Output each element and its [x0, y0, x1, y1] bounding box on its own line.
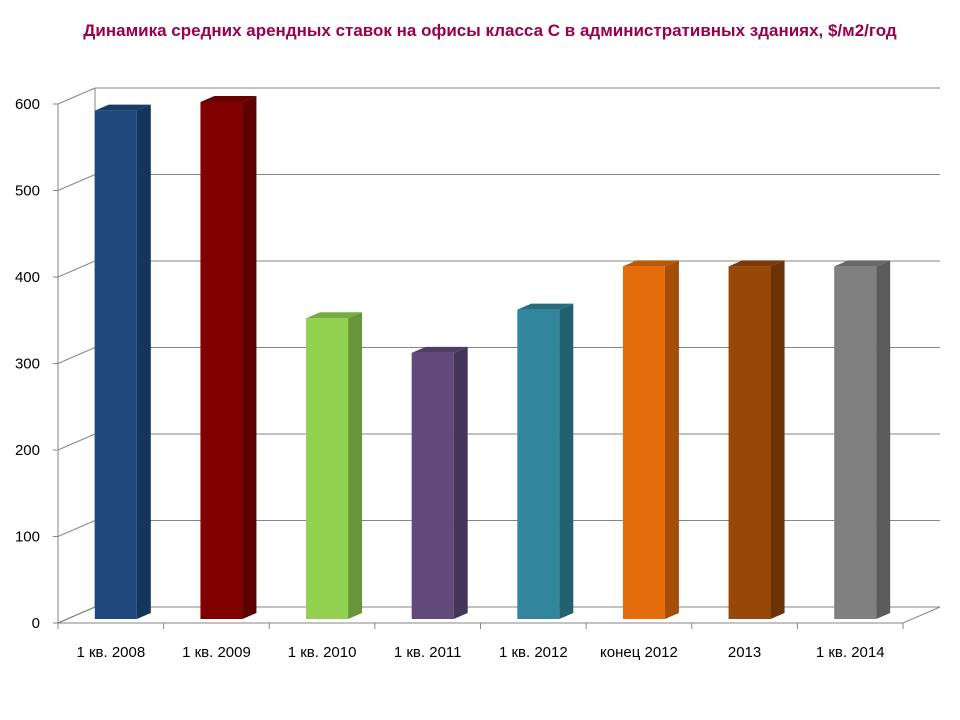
bar-group	[517, 303, 574, 619]
y-tick-label: 100	[15, 529, 40, 546]
x-tick-label: 1 кв. 2010	[288, 644, 357, 661]
bar-side	[348, 312, 363, 619]
bar-top	[834, 260, 891, 267]
bar-top	[622, 260, 679, 267]
y-tick-label: 0	[32, 615, 40, 632]
chart-floor	[57, 606, 941, 624]
bar	[622, 266, 665, 619]
gridline-side	[57, 87, 96, 105]
x-tick-label: 1 кв. 2014	[816, 644, 885, 661]
bar-side	[664, 260, 679, 619]
x-tick-label: 1 кв. 2012	[499, 644, 568, 661]
bar-top	[517, 303, 574, 310]
bar	[306, 318, 349, 619]
bars	[94, 96, 891, 620]
bar-group	[834, 260, 891, 619]
bar	[200, 102, 243, 619]
bar-side	[876, 260, 891, 619]
bar-group	[200, 96, 257, 619]
bar-side	[242, 96, 257, 619]
bar-top	[94, 104, 151, 111]
gridline-side	[57, 520, 96, 537]
x-tick-label: 1 кв. 2008	[76, 644, 145, 661]
bar-group	[622, 260, 679, 619]
x-tick-label: конец 2012	[600, 644, 678, 661]
y-tick-label: 600	[15, 96, 40, 113]
x-tick-label: 1 кв. 2009	[182, 644, 251, 661]
gridline-side	[57, 433, 96, 451]
x-axis: 1 кв. 2008 1 кв. 2009 1 кв. 2010 1 кв. 2011…	[57, 622, 904, 661]
y-tick-label: 500	[15, 183, 40, 200]
bar-side	[136, 104, 151, 619]
bar-side	[453, 346, 468, 619]
y-tick-label: 400	[15, 269, 40, 286]
bar-group	[306, 312, 363, 619]
bar-top	[411, 346, 468, 353]
gridline-side	[57, 347, 96, 364]
bar-side	[770, 260, 785, 619]
bar-group	[728, 260, 785, 619]
bar-top	[728, 260, 785, 267]
gridline-side	[57, 174, 96, 191]
bar	[728, 266, 771, 619]
y-axis: 0 100 200 300 400 500 600	[15, 96, 59, 632]
bar-top	[200, 96, 257, 102]
floor-outline	[57, 606, 941, 624]
bar	[411, 352, 454, 619]
bar-top	[306, 312, 363, 319]
y-tick-label: 200	[15, 442, 40, 459]
bar-side	[559, 303, 574, 619]
gridline-side	[57, 260, 96, 278]
gridlines	[57, 87, 940, 624]
bar	[834, 266, 877, 619]
bar	[517, 309, 560, 619]
y-tick-label: 300	[15, 356, 40, 373]
x-tick-label: 2013	[728, 644, 761, 661]
bar	[94, 110, 137, 620]
chart-title: Динамика средних арендных ставок на офис…	[83, 21, 897, 40]
x-tick-label: 1 кв. 2011	[394, 644, 462, 661]
bar-group	[94, 104, 151, 620]
bar-group	[411, 346, 468, 619]
